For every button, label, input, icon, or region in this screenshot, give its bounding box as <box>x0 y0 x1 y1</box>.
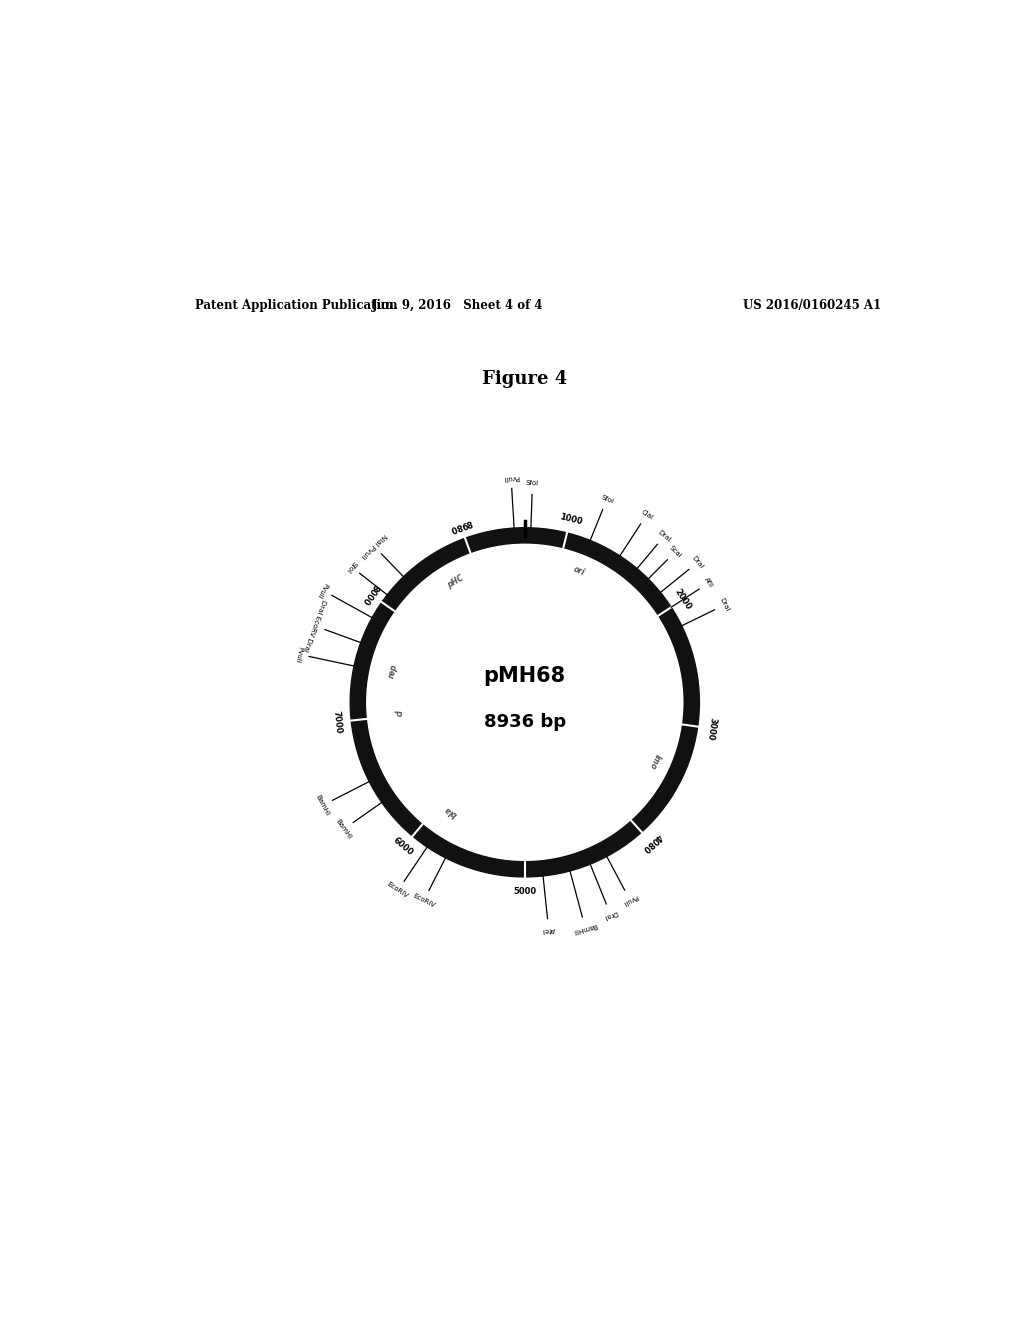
Text: ScaI: ScaI <box>668 545 682 560</box>
Text: Figure 4: Figure 4 <box>482 371 567 388</box>
Text: 8980: 8980 <box>447 516 472 533</box>
Text: PvuII: PvuII <box>294 645 303 663</box>
Text: 1000: 1000 <box>558 512 583 527</box>
Text: bla: bla <box>443 804 459 818</box>
Text: 5000: 5000 <box>513 887 537 896</box>
Text: Patent Application Publication: Patent Application Publication <box>196 300 398 312</box>
Text: DraI: DraI <box>657 529 672 543</box>
Text: pMH68: pMH68 <box>483 667 566 686</box>
Text: EcoRIV: EcoRIV <box>412 892 436 908</box>
Polygon shape <box>413 775 483 837</box>
Text: PvuII: PvuII <box>622 894 639 907</box>
Text: BamHII: BamHII <box>572 921 598 933</box>
Text: AfeI: AfeI <box>542 925 556 933</box>
Text: rep: rep <box>387 663 399 678</box>
Text: DraI EcoRV DraI: DraI EcoRV DraI <box>302 599 327 652</box>
Circle shape <box>367 544 683 861</box>
Text: Jun. 9, 2016   Sheet 4 of 4: Jun. 9, 2016 Sheet 4 of 4 <box>372 300 543 312</box>
Text: lmo: lmo <box>647 752 662 771</box>
Text: 8936 bp: 8936 bp <box>483 713 566 731</box>
Circle shape <box>350 528 699 876</box>
Text: BamHI: BamHI <box>314 793 331 817</box>
Text: DraI: DraI <box>603 908 618 920</box>
Text: 6000: 6000 <box>391 836 415 858</box>
Text: SfoI: SfoI <box>525 480 539 487</box>
Text: cI: cI <box>394 708 404 717</box>
Text: SfoI: SfoI <box>344 560 357 573</box>
Polygon shape <box>378 634 414 692</box>
Polygon shape <box>380 673 418 733</box>
Text: DraI: DraI <box>690 554 705 570</box>
Text: 7000: 7000 <box>332 710 343 734</box>
Text: pHC: pHC <box>445 574 465 590</box>
Text: AflI: AflI <box>703 577 714 589</box>
Text: 2000: 2000 <box>673 587 693 611</box>
Text: BamHI: BamHI <box>335 817 353 840</box>
Text: DraI: DraI <box>719 597 730 612</box>
Polygon shape <box>424 556 503 609</box>
Text: ClaI: ClaI <box>640 508 653 520</box>
Text: ori: ori <box>572 565 587 577</box>
Text: PvuII: PvuII <box>315 581 329 599</box>
Text: US 2016/0160245 A1: US 2016/0160245 A1 <box>743 300 882 312</box>
Polygon shape <box>616 718 678 813</box>
Polygon shape <box>550 550 623 597</box>
Text: 4080: 4080 <box>640 832 663 854</box>
Polygon shape <box>400 715 434 767</box>
Text: EcoRIV: EcoRIV <box>386 882 410 900</box>
Text: PvuII: PvuII <box>503 474 519 480</box>
Text: SfoI: SfoI <box>600 494 614 504</box>
Text: 8000: 8000 <box>359 582 380 606</box>
Text: 3000: 3000 <box>706 717 718 741</box>
Text: NlaI PvuII: NlaI PvuII <box>360 532 387 560</box>
